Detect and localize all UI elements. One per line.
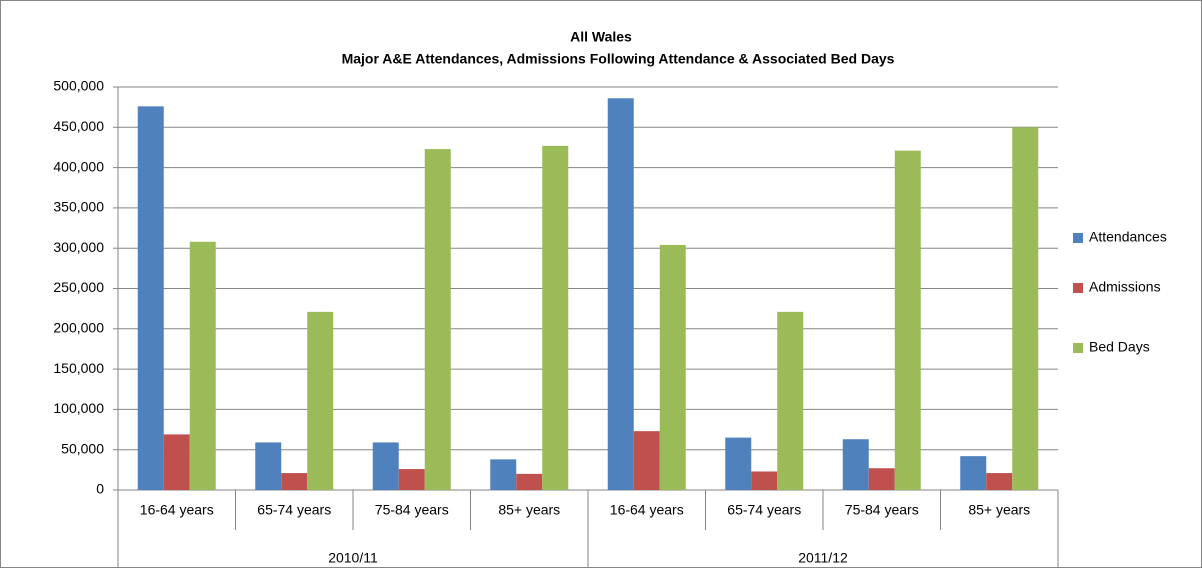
- chart-subtitle: Major A&E Attendances, Admissions Follow…: [342, 51, 895, 67]
- y-tick-label: 150,000: [53, 360, 104, 376]
- bar: [255, 442, 282, 490]
- legend-label: Attendances: [1089, 229, 1167, 245]
- bar: [490, 459, 517, 490]
- y-tick-label: 500,000: [53, 78, 104, 94]
- bar: [960, 456, 987, 490]
- bar: [725, 437, 752, 490]
- y-tick-label: 200,000: [53, 320, 104, 336]
- x-tick-label: 16-64 years: [610, 502, 684, 518]
- x-tick-label: 65-74 years: [727, 502, 801, 518]
- bar: [986, 473, 1013, 490]
- chart-title: All Wales: [570, 29, 632, 45]
- bar: [868, 468, 895, 490]
- legend-label: Bed Days: [1089, 339, 1150, 355]
- y-tick-label: 100,000: [53, 400, 104, 416]
- bar: [777, 311, 804, 490]
- bar: [633, 431, 660, 490]
- bar: [307, 311, 334, 490]
- bar: [1012, 127, 1039, 491]
- x-tick-label: 85+ years: [498, 502, 560, 518]
- bar: [751, 471, 778, 490]
- x-tick-label: 16-64 years: [140, 502, 214, 518]
- bar: [398, 469, 425, 490]
- legend-label: Admissions: [1089, 279, 1161, 295]
- bar: [842, 439, 869, 490]
- y-tick-label: 300,000: [53, 239, 104, 255]
- bar: [894, 150, 921, 490]
- x-tick-label: 75-84 years: [845, 502, 919, 518]
- bar: [189, 241, 216, 490]
- x-tick-label: 85+ years: [968, 502, 1030, 518]
- bar: [372, 442, 399, 490]
- bar: [281, 473, 308, 490]
- bar: [542, 145, 569, 490]
- y-tick-label: 450,000: [53, 118, 104, 134]
- x-tick-label: 75-84 years: [375, 502, 449, 518]
- y-tick-label: 350,000: [53, 199, 104, 215]
- bar: [163, 434, 190, 490]
- group-label: 2010/11: [328, 550, 378, 566]
- legend-swatch: [1073, 343, 1083, 353]
- legend-swatch: [1073, 233, 1083, 243]
- bar: [659, 244, 686, 490]
- y-tick-label: 250,000: [53, 279, 104, 295]
- legend-swatch: [1073, 283, 1083, 293]
- bar: [607, 98, 634, 490]
- y-tick-label: 400,000: [53, 158, 104, 174]
- bar: [424, 149, 451, 490]
- bar: [137, 106, 164, 491]
- bar: [516, 473, 543, 490]
- y-tick-label: 50,000: [61, 440, 104, 456]
- group-label: 2011/12: [798, 550, 848, 566]
- x-tick-label: 65-74 years: [257, 502, 331, 518]
- y-tick-label: 0: [96, 481, 104, 497]
